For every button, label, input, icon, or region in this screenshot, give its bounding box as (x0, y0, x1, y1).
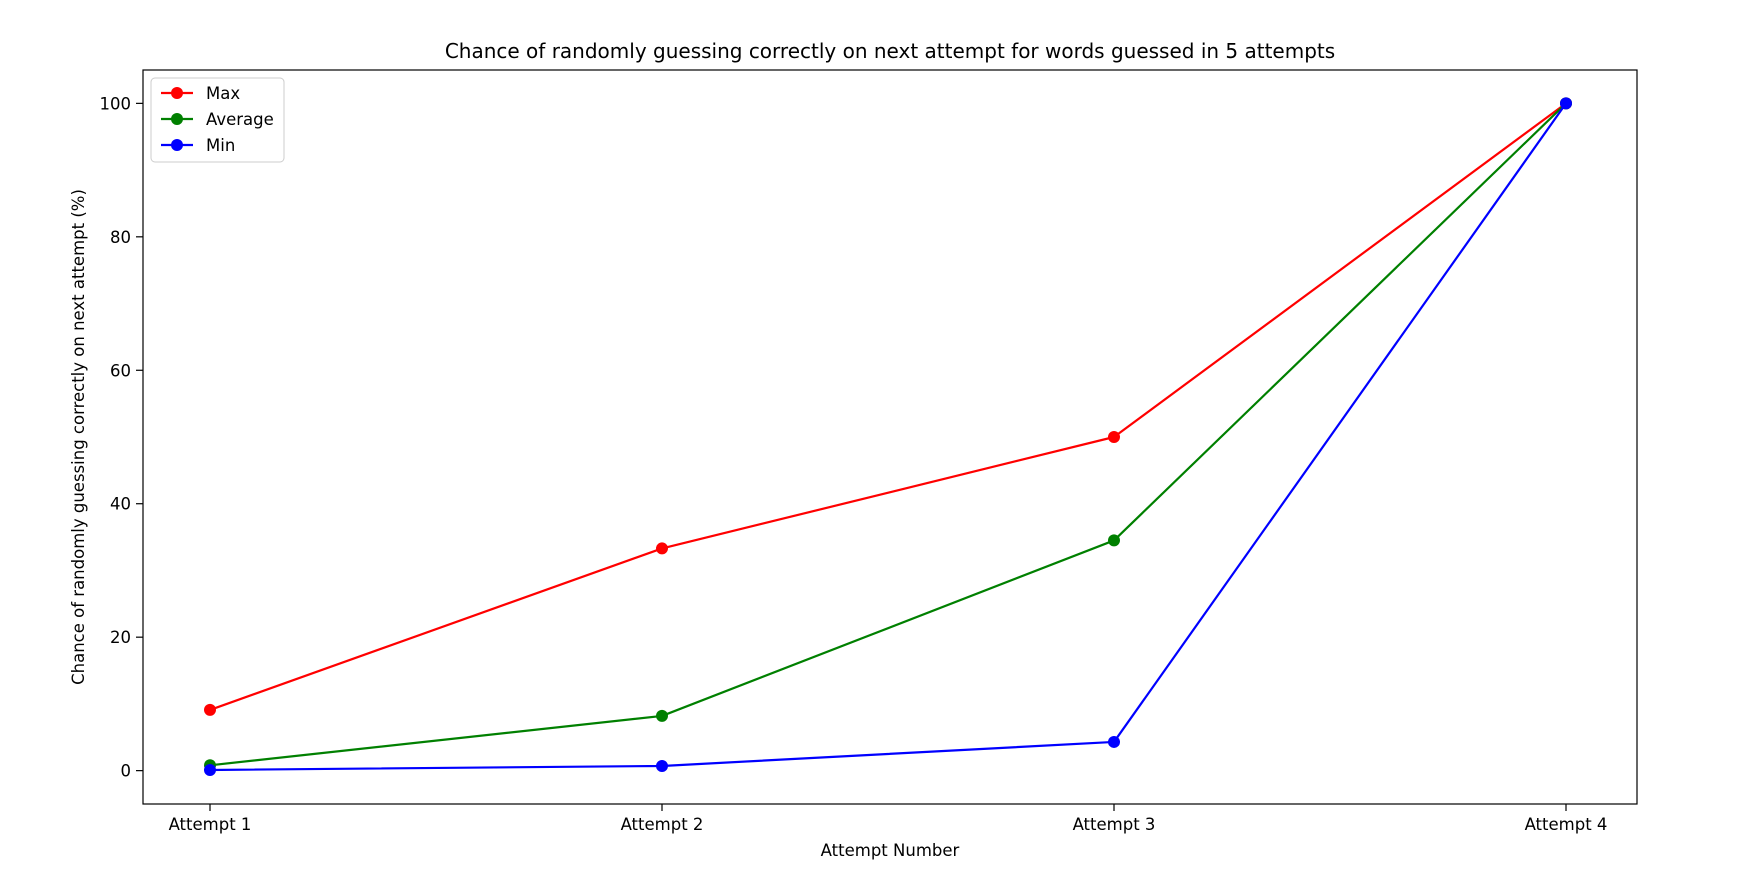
legend-label-min: Min (206, 136, 235, 155)
data-point-min (1560, 97, 1572, 110)
y-tick-label: 100 (100, 94, 132, 113)
legend-marker-average (171, 113, 183, 125)
y-tick-label: 40 (110, 495, 131, 514)
x-axis: Attempt 1 Attempt 2 Attempt 3 Attempt 4 (169, 804, 1608, 834)
series-max (204, 97, 1572, 716)
data-point-min (1108, 735, 1120, 748)
x-axis-label: Attempt Number (821, 841, 960, 860)
series-line-average (209, 102, 1567, 767)
legend-label-average: Average (206, 110, 274, 129)
plot-area (204, 97, 1572, 776)
data-point-average (656, 709, 668, 722)
x-tick-label: Attempt 2 (621, 815, 704, 834)
y-tick-label: 60 (110, 361, 131, 380)
data-point-max (1108, 431, 1120, 443)
legend-item-min: Min (161, 136, 235, 155)
y-axis: 0 20 40 60 80 100 (100, 94, 143, 781)
plot-frame (142, 69, 1638, 805)
y-tick-label: 0 (121, 762, 132, 781)
series-line-min (209, 102, 1567, 772)
legend-item-average: Average (161, 110, 274, 129)
legend-box (150, 77, 285, 163)
y-axis-label: Chance of randomly guessing correctly on… (69, 189, 88, 685)
data-point-average (1108, 534, 1120, 547)
y-tick-label: 80 (110, 228, 131, 247)
data-point-max (204, 703, 216, 716)
legend-label-max: Max (206, 84, 240, 103)
legend-item-max: Max (161, 84, 240, 103)
x-tick-label: Attempt 1 (169, 815, 252, 834)
legend: Max Average Min (150, 77, 285, 163)
series-average (204, 97, 1572, 772)
legend-marker-min (171, 139, 183, 151)
data-point-min (656, 759, 668, 772)
x-tick-label: Attempt 3 (1073, 815, 1156, 834)
data-point-max (656, 542, 668, 555)
legend-marker-max (171, 87, 183, 99)
series-min (204, 97, 1572, 776)
data-point-min (204, 763, 216, 776)
x-tick-label: Attempt 4 (1525, 815, 1608, 834)
chart-title: Chance of randomly guessing correctly on… (445, 39, 1335, 63)
y-tick-label: 20 (110, 628, 131, 647)
series-line-max (209, 102, 1567, 711)
